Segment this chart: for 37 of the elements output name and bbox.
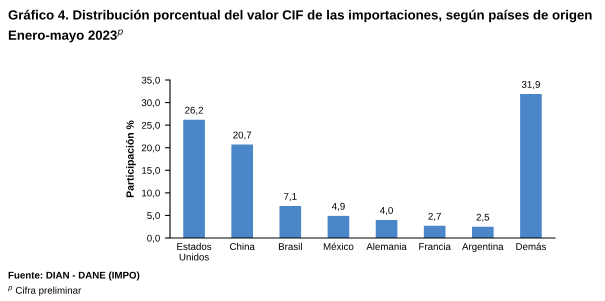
x-tick-label: México <box>324 242 354 250</box>
data-label: 31,9 <box>522 81 540 90</box>
y-tick-label: 0,0 <box>147 234 160 243</box>
y-tick-label: 30,0 <box>142 99 160 108</box>
y-tick-label: 35,0 <box>142 76 160 85</box>
data-label: 20,7 <box>233 132 252 140</box>
x-tick-label: Demás <box>516 242 546 250</box>
x-tick-label: Estados Unidos <box>177 242 212 260</box>
text: $^{p}$ Cifra preliminar <box>8 286 82 296</box>
y-axis-title: Participación % <box>126 120 136 198</box>
y-tick-label: 25,0 <box>142 122 160 130</box>
x-tick-label: Alemania <box>366 242 407 250</box>
bar <box>231 144 254 238</box>
x-tick-label: Argentina <box>462 242 504 252</box>
bar <box>328 216 350 238</box>
bar <box>424 226 446 238</box>
bar <box>183 120 205 238</box>
source-note: Fuente: DIAN - DANE (IMPO) <box>8 271 140 281</box>
bar <box>279 206 302 238</box>
x-tick-label: Francia <box>419 242 451 250</box>
y-tick-label: 15,0 <box>142 167 160 176</box>
y-tick-label: 20,0 <box>142 144 160 152</box>
x-tick-label: Brasil <box>278 242 302 250</box>
chart-subtitle: Enero-mayo 2023$^{p}$ <box>8 29 123 42</box>
chart-title: Gráfico 4. Distribución porcentual del valor CIF de las importaciones, según países de origen <box>8 10 592 22</box>
data-label: 4,0 <box>380 206 393 216</box>
bar <box>376 220 398 238</box>
x-tick-label: China <box>230 242 255 250</box>
data-label: 4,9 <box>332 202 345 211</box>
data-label: 7,1 <box>284 193 297 202</box>
y-tick-label: 5,0 <box>147 212 160 220</box>
bar <box>472 226 494 238</box>
data-label: 26,2 <box>185 106 204 115</box>
data-label: 2,7 <box>428 212 441 221</box>
y-tick-label: 10,0 <box>142 190 160 198</box>
bar <box>520 94 542 238</box>
data-label: 2,5 <box>476 214 490 222</box>
